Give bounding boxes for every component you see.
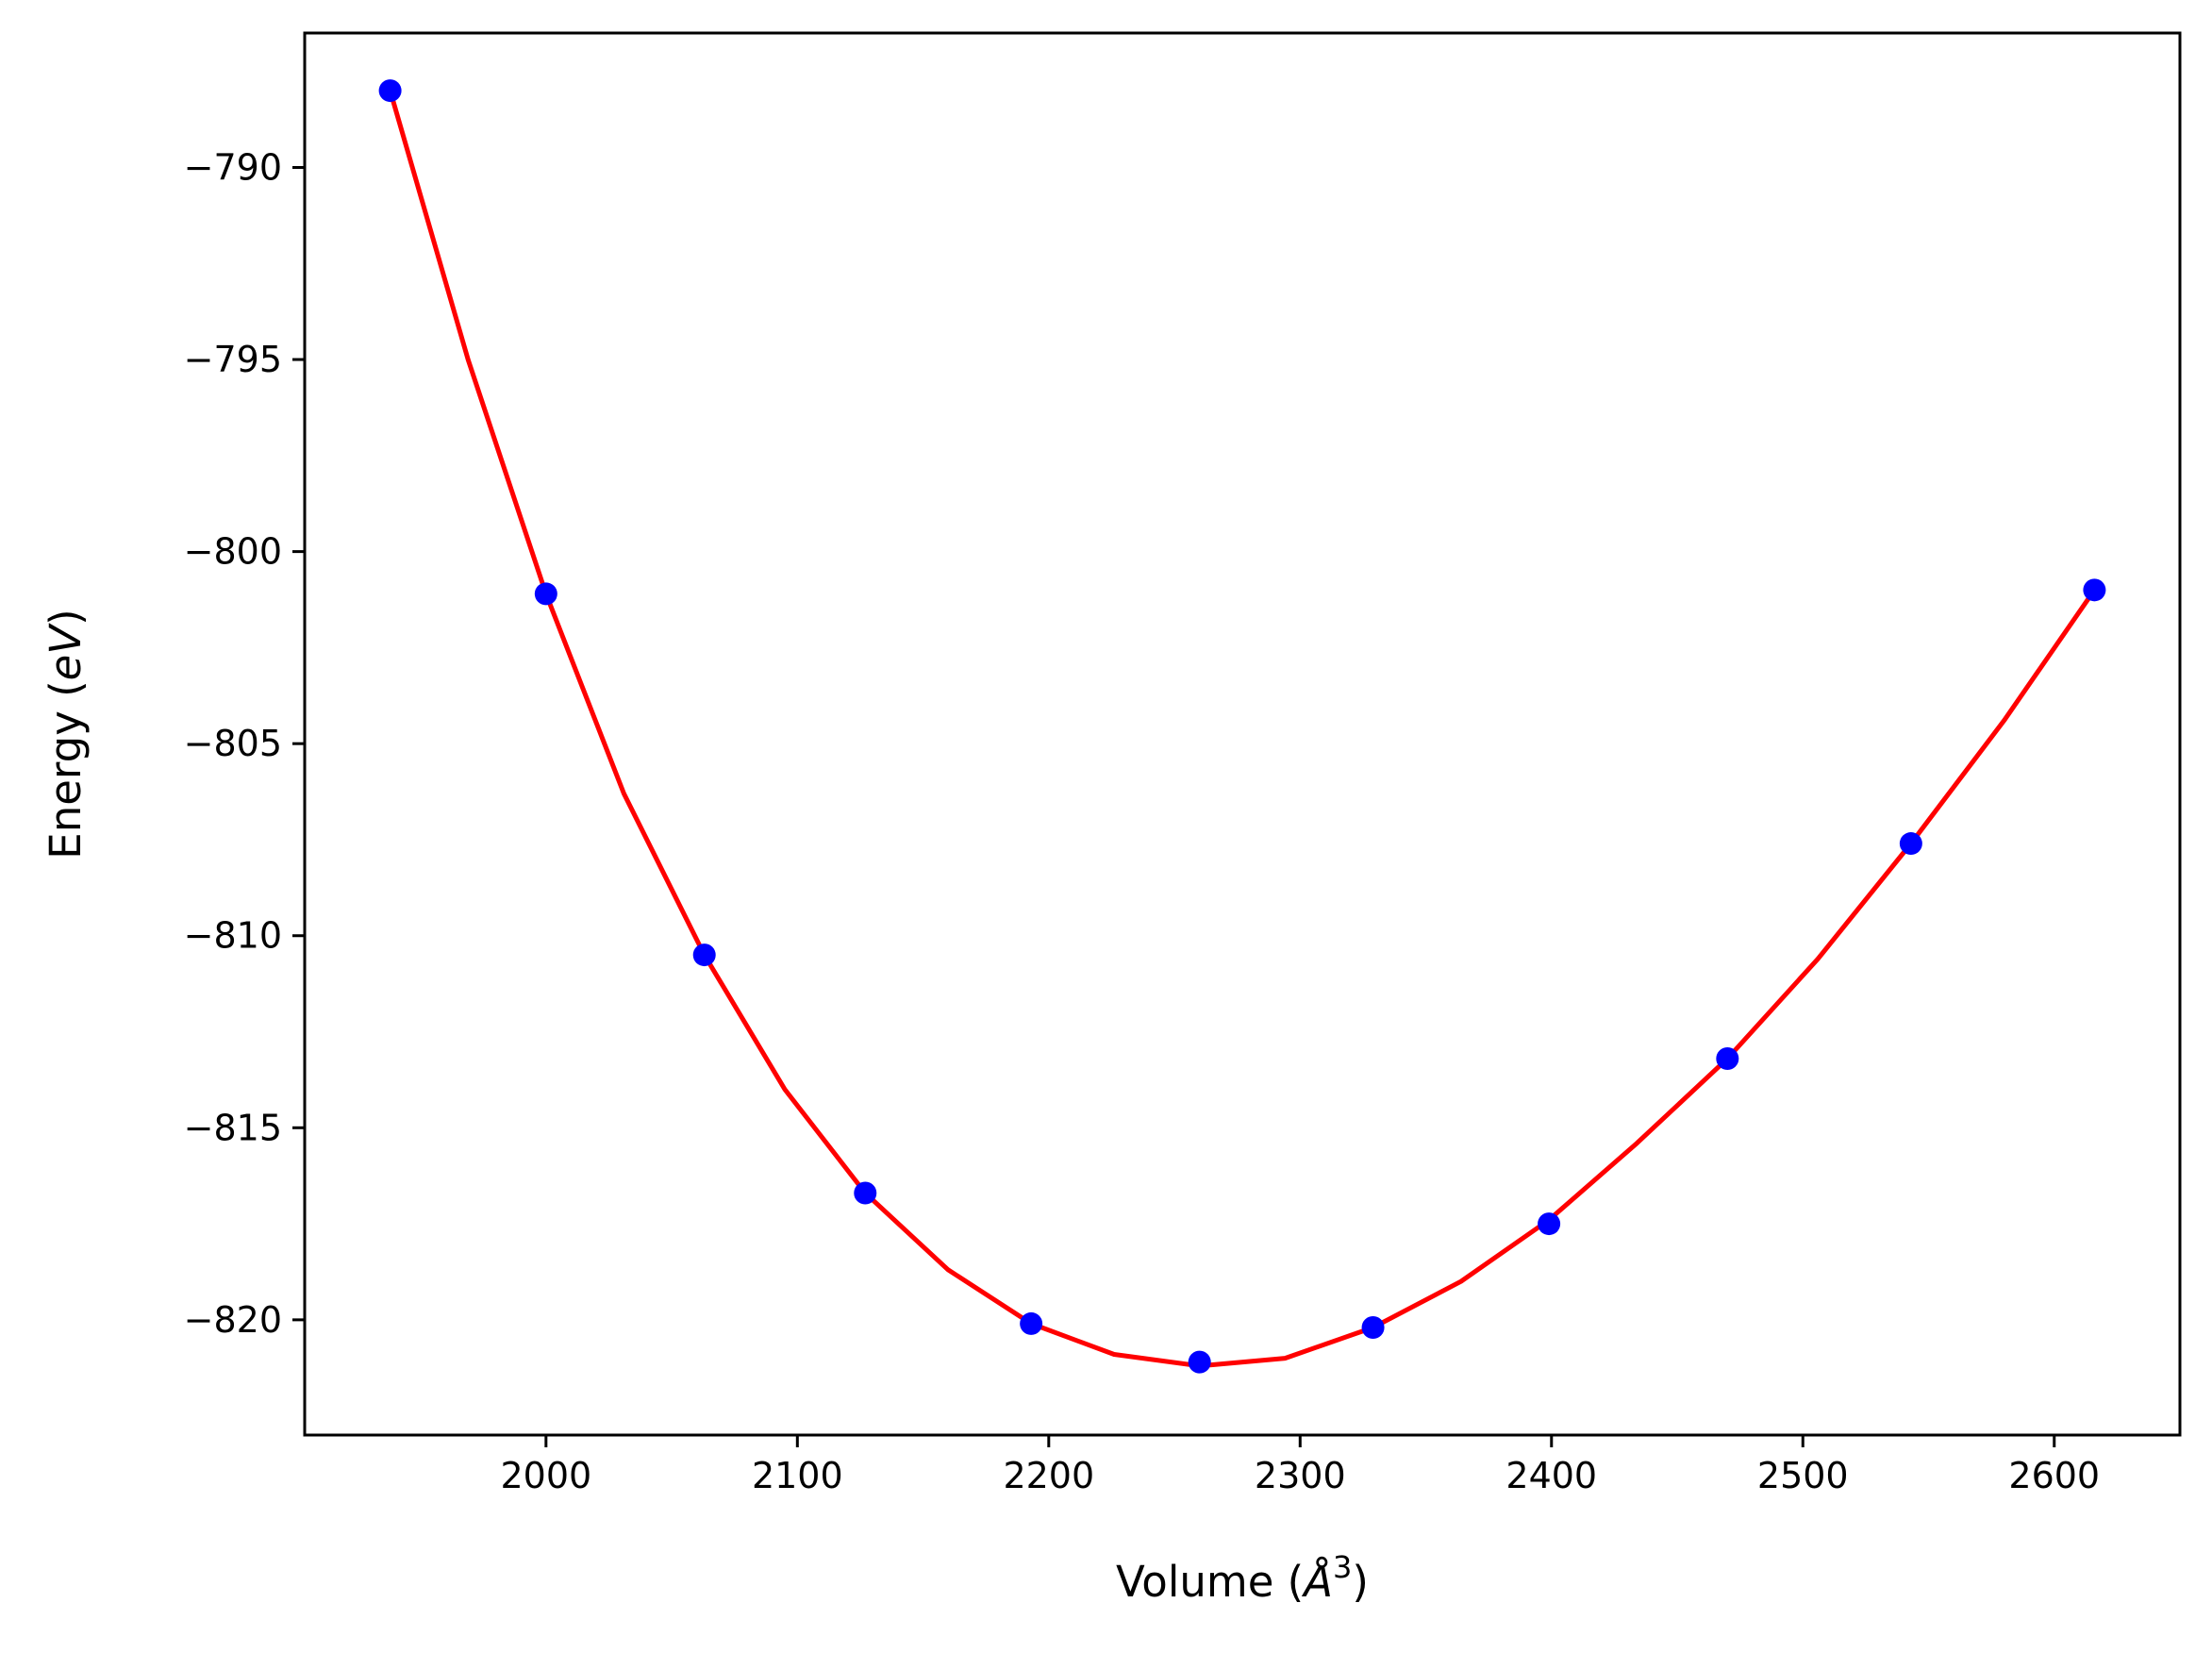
data-point bbox=[854, 1181, 877, 1205]
y-tick-label: −795 bbox=[184, 339, 282, 380]
data-point bbox=[1361, 1316, 1385, 1340]
x-axis-ticks: 2000 2100 2200 2300 2400 2500 2600 bbox=[500, 1435, 2100, 1496]
y-tick-label: −800 bbox=[184, 531, 282, 573]
x-axis-label: Volume (Å3) bbox=[1116, 1549, 1369, 1607]
y-tick-label: −820 bbox=[184, 1299, 282, 1341]
x-tick-label: 2300 bbox=[1255, 1455, 1346, 1496]
data-point bbox=[1020, 1311, 1043, 1335]
data-point bbox=[534, 582, 557, 606]
x-tick-label: 2400 bbox=[1505, 1455, 1597, 1496]
x-tick-label: 2100 bbox=[752, 1455, 843, 1496]
x-tick-label: 2500 bbox=[1757, 1455, 1849, 1496]
data-point bbox=[1899, 832, 1922, 856]
data-point bbox=[692, 943, 716, 967]
y-axis-ticks: −790 −795 −800 −805 −810 −815 −820 bbox=[184, 146, 305, 1341]
data-point bbox=[1188, 1350, 1211, 1374]
data-point bbox=[1716, 1047, 1739, 1071]
y-tick-label: −790 bbox=[184, 146, 282, 188]
plot-frame bbox=[303, 31, 2182, 1437]
data-point bbox=[1538, 1212, 1561, 1236]
data-points-layer bbox=[378, 79, 2106, 1374]
y-tick-label: −805 bbox=[184, 723, 282, 764]
data-point bbox=[378, 79, 402, 103]
x-tick-label: 2200 bbox=[1003, 1455, 1094, 1496]
x-tick-label: 2000 bbox=[500, 1455, 591, 1496]
y-tick-label: −810 bbox=[184, 915, 282, 957]
y-axis-label: Energy (eV) bbox=[41, 609, 91, 859]
y-tick-label: −815 bbox=[184, 1107, 282, 1148]
data-point bbox=[2083, 578, 2106, 602]
x-tick-label: 2600 bbox=[2008, 1455, 2100, 1496]
